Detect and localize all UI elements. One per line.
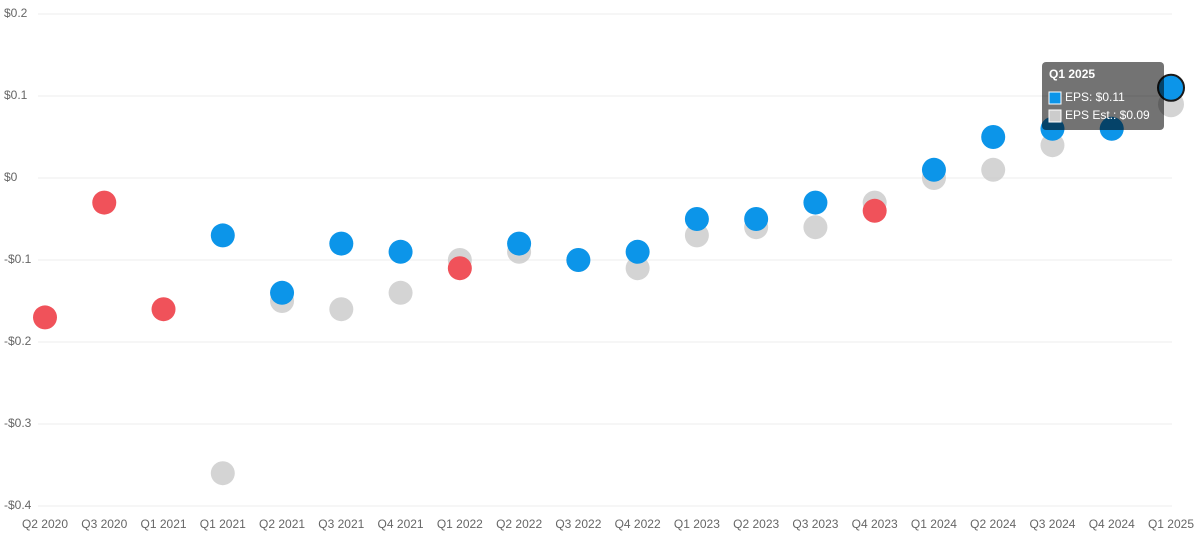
x-tick-label: Q3 2023	[792, 517, 838, 531]
x-tick-label: Q1 2022	[437, 517, 483, 531]
eps-dot	[566, 248, 591, 272]
x-tick-label: Q4 2024	[1089, 517, 1135, 531]
eps-dot	[744, 207, 769, 231]
eps-dot	[151, 297, 176, 322]
eps-dot	[92, 190, 117, 215]
eps-dot	[684, 207, 709, 231]
y-tick-label: $0.1	[4, 88, 28, 102]
x-tick-label: Q2 2020	[22, 517, 68, 531]
estimate-dot	[981, 157, 1006, 182]
x-tick-label: Q2 2022	[496, 517, 542, 531]
tooltip: Q1 2025 EPS: $0.11 EPS Est.: $0.09	[1042, 62, 1164, 130]
estimate-dot	[684, 223, 709, 248]
eps-dot	[388, 239, 413, 264]
tooltip-swatch	[1048, 91, 1062, 105]
eps-dot	[329, 231, 354, 256]
eps-dot	[803, 190, 828, 215]
eps-dot	[507, 231, 532, 256]
x-tick-label: Q1 2023	[674, 517, 720, 531]
y-tick-label: $0	[4, 170, 18, 184]
x-tick-label: Q2 2021	[259, 517, 305, 531]
tooltip-line: EPS Est.: $0.09	[1065, 108, 1150, 122]
eps-dot	[981, 125, 1006, 149]
x-tick-label: Q2 2023	[733, 517, 779, 531]
eps-dot	[33, 305, 57, 330]
x-tick-label: Q1 2021	[200, 517, 246, 531]
eps-dot	[447, 256, 472, 281]
eps-dot	[625, 239, 650, 264]
estimate-dot	[210, 461, 235, 486]
x-tick-label: Q2 2024	[970, 517, 1016, 531]
x-tick-label: Q3 2021	[318, 517, 364, 531]
estimate-dot	[329, 297, 354, 322]
x-tick-label: Q3 2020	[81, 517, 127, 531]
y-tick-label: -$0.4	[4, 498, 32, 512]
x-tick-label: Q4 2022	[615, 517, 661, 531]
eps-dot	[270, 280, 295, 305]
tooltip-box	[1042, 62, 1164, 130]
x-tick-label: Q1 2021	[141, 517, 187, 531]
y-tick-label: $0.2	[4, 6, 28, 20]
y-tick-label: -$0.1	[4, 252, 32, 266]
estimate-dot	[803, 215, 828, 240]
x-tick-label: Q3 2022	[555, 517, 601, 531]
x-tick-label: Q1 2025	[1148, 517, 1194, 531]
tooltip-swatch	[1048, 109, 1062, 123]
tooltip-title: Q1 2025	[1049, 67, 1095, 81]
eps-dot	[921, 157, 946, 182]
eps-dot	[210, 223, 235, 248]
x-tick-label: Q3 2024	[1029, 517, 1075, 531]
x-tick-label: Q4 2021	[378, 517, 424, 531]
x-tick-label: Q1 2024	[911, 517, 957, 531]
x-tick-label: Q4 2023	[852, 517, 898, 531]
estimate-dot	[625, 256, 650, 281]
y-tick-label: -$0.3	[4, 416, 32, 430]
eps-dot	[862, 198, 887, 223]
y-tick-label: -$0.2	[4, 334, 32, 348]
estimate-dot	[388, 280, 413, 305]
tooltip-line: EPS: $0.11	[1065, 90, 1125, 104]
estimate-dot	[1040, 133, 1065, 158]
